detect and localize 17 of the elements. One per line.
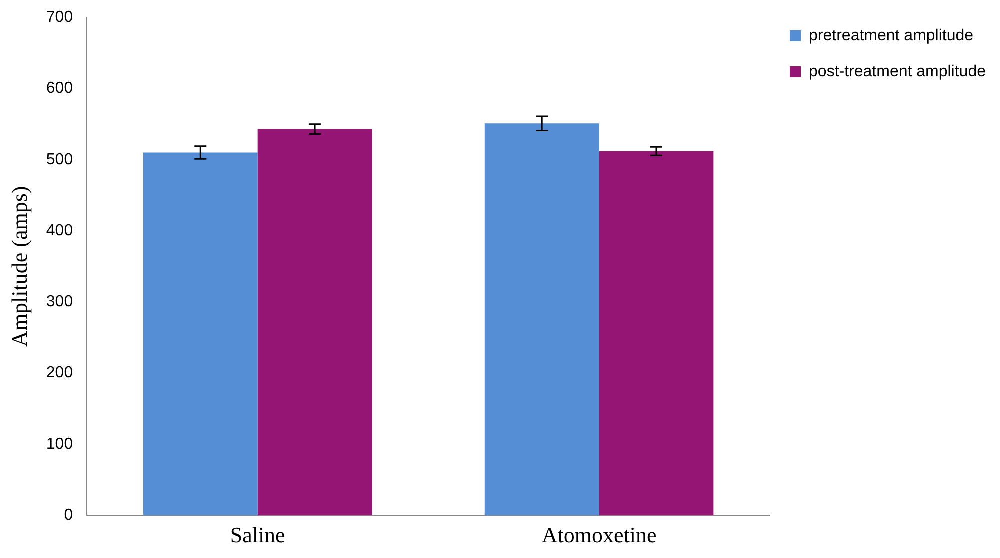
y-axis-title: Amplitude (amps) <box>6 186 32 347</box>
x-tick-label: Saline <box>230 522 286 548</box>
y-tick-label: 700 <box>46 9 74 26</box>
legend-label: post-treatment amplitude <box>809 63 986 80</box>
y-tick-label: 500 <box>46 151 74 168</box>
x-tick-label: Atomoxetine <box>542 522 657 548</box>
y-tick-label: 100 <box>46 436 74 453</box>
y-tick-label: 400 <box>46 222 74 240</box>
y-tick-label: 600 <box>46 80 74 98</box>
bar <box>484 124 600 516</box>
y-tick-label: 300 <box>46 294 74 311</box>
y-tick-label: 0 <box>64 507 74 524</box>
bar <box>143 152 258 516</box>
y-tick-label: 200 <box>46 364 74 382</box>
bar <box>258 129 372 516</box>
legend-label: pretreatment amplitude <box>809 27 974 44</box>
bar <box>599 151 714 516</box>
